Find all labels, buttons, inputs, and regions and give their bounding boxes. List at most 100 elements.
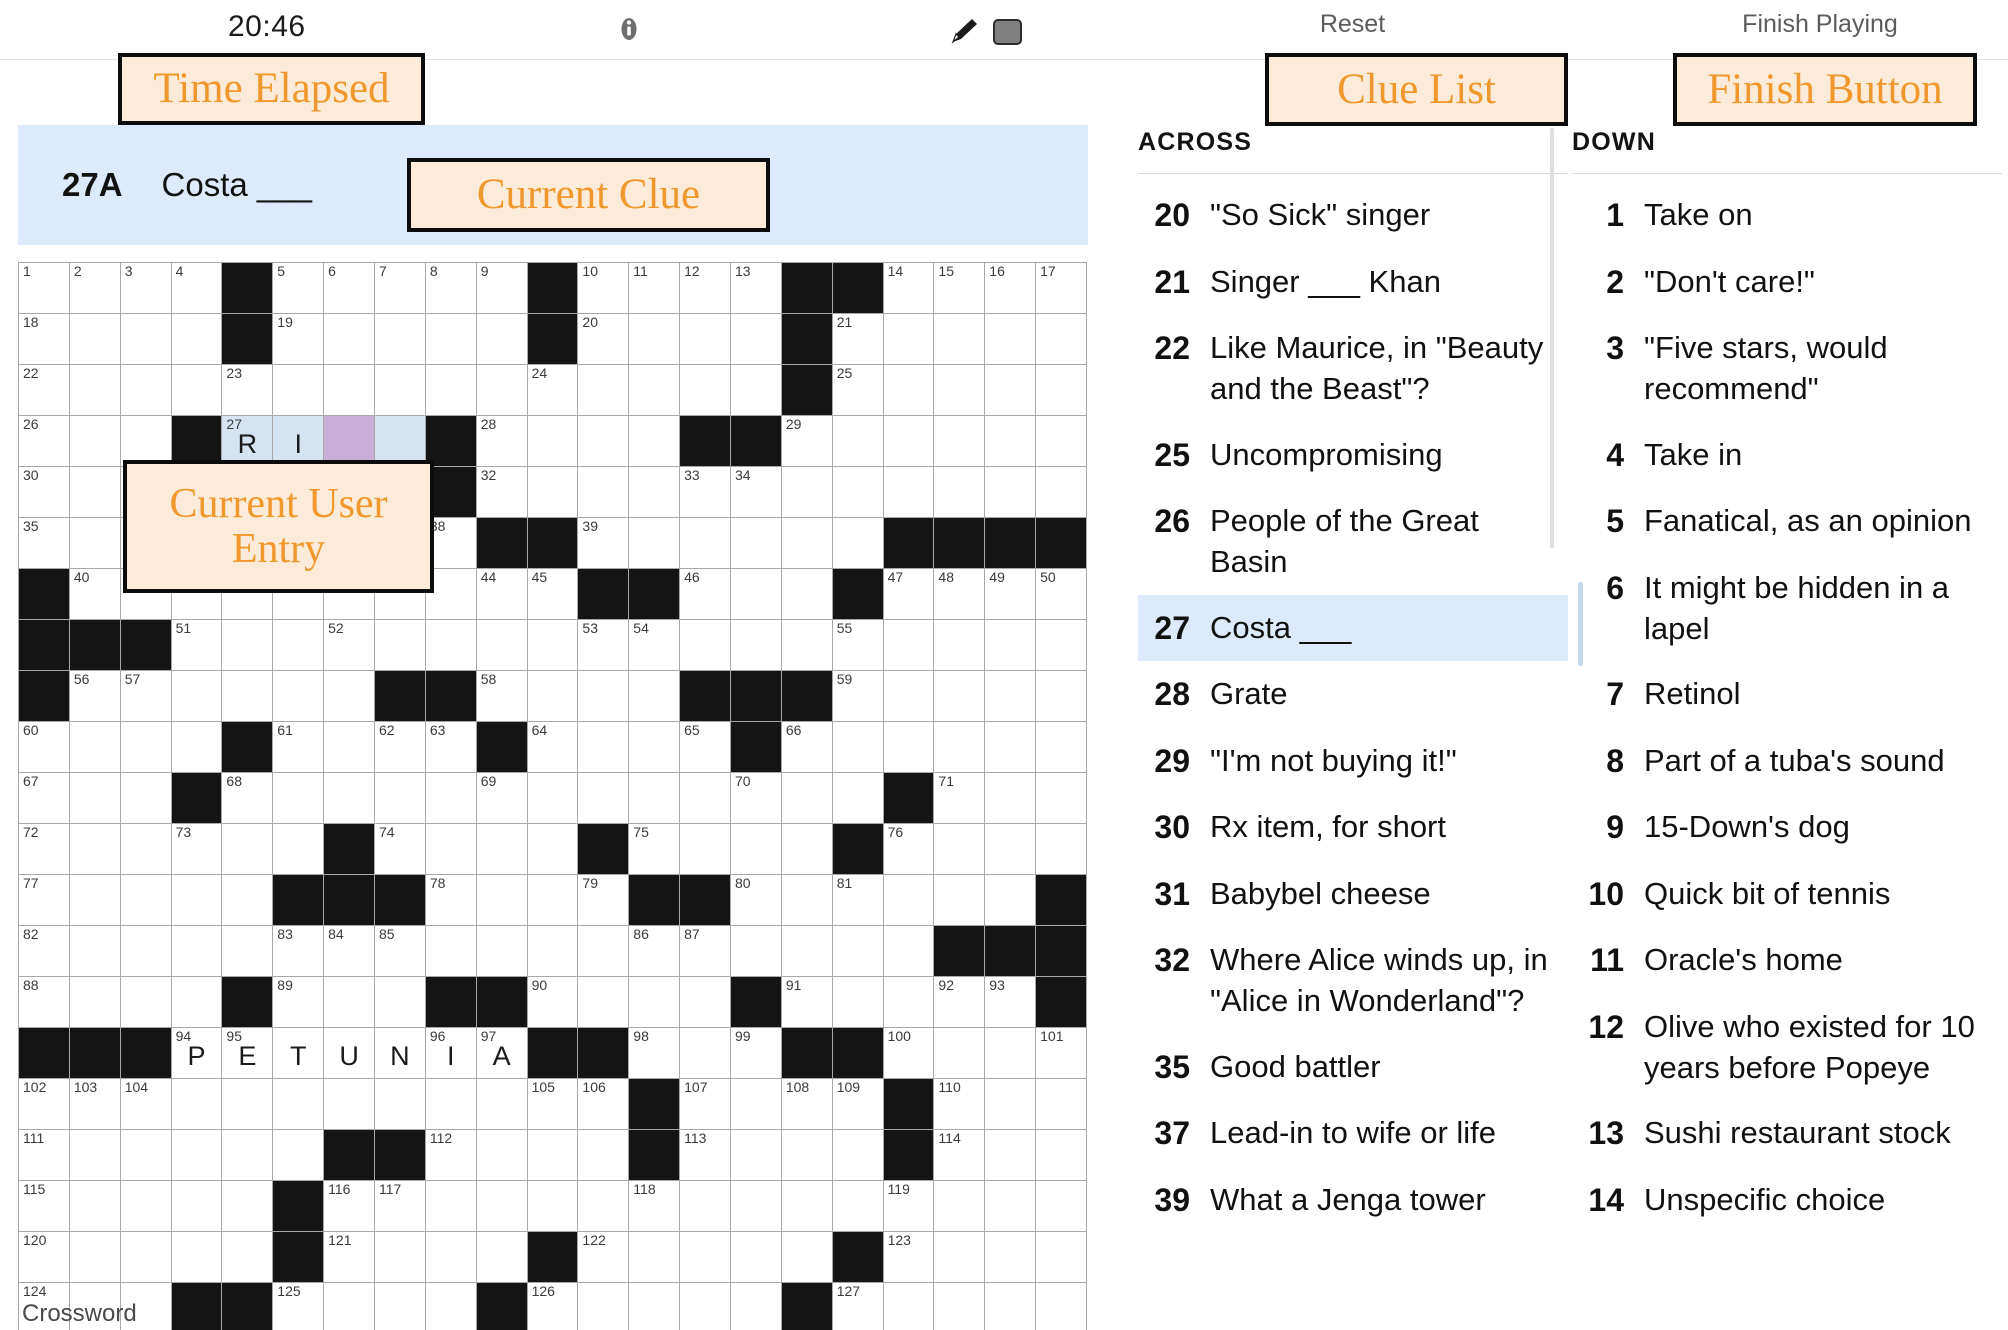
grid-cell[interactable]: 6 xyxy=(324,263,374,313)
grid-cell[interactable] xyxy=(527,824,578,874)
grid-cell[interactable]: 66 xyxy=(781,722,832,772)
grid-cell[interactable]: 74 xyxy=(375,824,425,874)
grid-cell[interactable] xyxy=(883,416,934,466)
grid-cell[interactable]: U xyxy=(324,1028,374,1078)
grid-cell[interactable]: 124 xyxy=(19,1283,69,1330)
grid-cell[interactable] xyxy=(578,365,629,415)
grid-cell[interactable] xyxy=(1036,314,1086,364)
grid-cell[interactable]: 118 xyxy=(629,1181,680,1231)
grid-cell[interactable]: 40 xyxy=(69,569,120,619)
grid-cell[interactable] xyxy=(934,1028,985,1078)
grid-cell[interactable] xyxy=(934,365,985,415)
grid-cell[interactable] xyxy=(120,722,171,772)
grid-cell[interactable]: T xyxy=(273,1028,324,1078)
grid-cell[interactable] xyxy=(629,773,680,823)
grid-cell[interactable] xyxy=(222,824,273,874)
grid-cell[interactable] xyxy=(425,620,476,670)
grid-cell[interactable] xyxy=(69,824,120,874)
grid-cell[interactable]: 23 xyxy=(222,365,273,415)
grid-cell[interactable] xyxy=(731,365,781,415)
grid-cell[interactable] xyxy=(680,824,730,874)
grid-cell[interactable] xyxy=(425,1283,476,1330)
grid-cell[interactable]: 50 xyxy=(1036,569,1086,619)
grid-cell[interactable]: 65 xyxy=(680,722,730,772)
clue-item-across-22[interactable]: 22 Like Maurice, in "Beauty and the Beast… xyxy=(1138,315,1568,421)
grid-cell[interactable] xyxy=(375,1079,425,1129)
grid-cell[interactable] xyxy=(731,518,781,568)
grid-cell[interactable] xyxy=(578,1181,629,1231)
grid-cell[interactable]: 115 xyxy=(19,1181,69,1231)
grid-cell[interactable] xyxy=(69,467,120,517)
grid-cell[interactable] xyxy=(425,1181,476,1231)
crossword-grid[interactable]: 1 2 3 4 5 6 7 8 9 10 11 12 13 14 15 16 17 18 19 20 21 22 23 24 2… xyxy=(19,263,1086,1330)
grid-cell[interactable] xyxy=(273,620,324,670)
grid-cell[interactable] xyxy=(120,773,171,823)
grid-cell[interactable] xyxy=(222,926,273,976)
clue-item-down-11[interactable]: 11 Oracle's home xyxy=(1572,927,2002,994)
grid-cell[interactable] xyxy=(69,875,120,925)
grid-cell[interactable] xyxy=(985,1130,1036,1180)
grid-cell[interactable]: 2 xyxy=(69,263,120,313)
grid-cell[interactable] xyxy=(781,875,832,925)
grid-cell[interactable]: 99 xyxy=(731,1028,781,1078)
grid-cell[interactable] xyxy=(120,416,171,466)
grid-cell[interactable]: 83 xyxy=(273,926,324,976)
grid-cell[interactable] xyxy=(171,365,222,415)
grid-cell[interactable] xyxy=(1036,671,1086,721)
grid-cell[interactable] xyxy=(578,1283,629,1330)
grid-cell[interactable] xyxy=(1036,722,1086,772)
grid-cell[interactable] xyxy=(578,671,629,721)
grid-cell[interactable] xyxy=(680,977,730,1027)
grid-cell[interactable]: 13 xyxy=(731,263,781,313)
grid-cell[interactable] xyxy=(1036,620,1086,670)
grid-cell[interactable] xyxy=(934,671,985,721)
clue-item-across-39[interactable]: 39 What a Jenga tower xyxy=(1138,1167,1568,1234)
grid-cell[interactable] xyxy=(527,416,578,466)
grid-cell[interactable] xyxy=(781,1130,832,1180)
grid-cell[interactable]: 110 xyxy=(934,1079,985,1129)
grid-cell[interactable] xyxy=(171,926,222,976)
grid-cell[interactable]: 121 xyxy=(324,1232,374,1282)
grid-cell[interactable] xyxy=(527,1181,578,1231)
grid-cell[interactable]: 59 xyxy=(832,671,883,721)
grid-cell[interactable] xyxy=(120,977,171,1027)
grid-cell[interactable] xyxy=(171,1232,222,1282)
grid-cell[interactable] xyxy=(69,773,120,823)
down-clue-column[interactable]: DOWN 1 Take on 2 "Don't care!" 3 "Five stars,… xyxy=(1572,128,2002,1330)
clue-item-down-13[interactable]: 13 Sushi restaurant stock xyxy=(1572,1100,2002,1167)
grid-cell[interactable]: 22 xyxy=(19,365,69,415)
grid-cell[interactable] xyxy=(69,416,120,466)
grid-cell[interactable] xyxy=(629,467,680,517)
grid-cell[interactable] xyxy=(680,518,730,568)
clue-item-across-28[interactable]: 28 Grate xyxy=(1138,661,1568,728)
grid-cell[interactable]: 122 xyxy=(578,1232,629,1282)
grid-cell[interactable] xyxy=(731,926,781,976)
grid-cell[interactable]: 78 xyxy=(425,875,476,925)
grid-cell[interactable]: 11 xyxy=(629,263,680,313)
grid-cell[interactable]: 107 xyxy=(680,1079,730,1129)
clue-item-across-37[interactable]: 37 Lead-in to wife or life xyxy=(1138,1100,1568,1167)
grid-cell[interactable]: 57 xyxy=(120,671,171,721)
grid-cell[interactable]: I xyxy=(273,416,324,466)
grid-cell[interactable] xyxy=(476,824,527,874)
grid-cell[interactable] xyxy=(375,314,425,364)
grid-cell[interactable] xyxy=(578,722,629,772)
grid-cell[interactable]: 62 xyxy=(375,722,425,772)
grid-cell[interactable] xyxy=(527,671,578,721)
grid-cell[interactable]: N xyxy=(375,1028,425,1078)
finish-playing-button[interactable]: Finish Playing xyxy=(1742,10,1898,38)
grid-cell[interactable] xyxy=(985,671,1036,721)
grid-cell[interactable] xyxy=(171,1079,222,1129)
grid-cell[interactable]: 29 xyxy=(781,416,832,466)
grid-cell[interactable] xyxy=(934,875,985,925)
grid-cell[interactable] xyxy=(476,314,527,364)
grid-cell[interactable] xyxy=(883,620,934,670)
grid-cell[interactable]: 14 xyxy=(883,263,934,313)
grid-cell[interactable] xyxy=(578,926,629,976)
grid-cell[interactable]: 109 xyxy=(832,1079,883,1129)
clue-item-across-35[interactable]: 35 Good battler xyxy=(1138,1034,1568,1101)
grid-cell[interactable] xyxy=(171,1181,222,1231)
grid-cell[interactable]: 35 xyxy=(19,518,69,568)
grid-cell[interactable]: 9 xyxy=(476,263,527,313)
grid-cell[interactable] xyxy=(324,1283,374,1330)
